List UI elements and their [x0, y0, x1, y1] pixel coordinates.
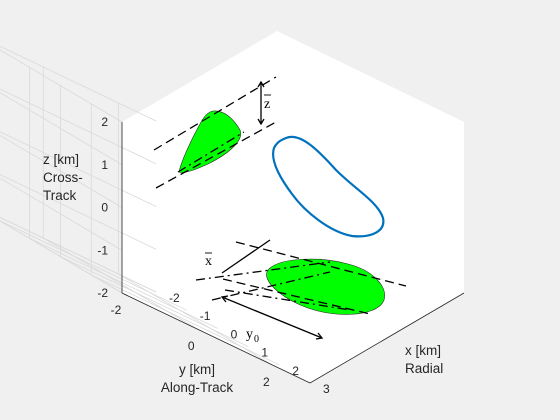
annotation-y0-subscript: 0: [254, 334, 259, 345]
annotation-zbar-label: z: [264, 97, 270, 112]
x-axis-label-line-0: x [km]: [405, 343, 441, 358]
z-tick-label-3: 1: [101, 158, 108, 172]
z-tick-label-1: -1: [97, 243, 108, 257]
annotation-xbar-label: x: [205, 254, 212, 269]
x-tick-label-2: 0: [231, 327, 238, 341]
x-tick-label-3: 1: [261, 346, 268, 360]
grid-wall-right-z-4: [0, 31, 156, 121]
annotation-y0-label: y: [246, 327, 253, 342]
y-tick-label-1: 0: [188, 339, 195, 353]
z-axis-label-line-0: z [km]: [43, 152, 79, 167]
z-tick-label-4: 2: [101, 115, 108, 129]
z-axis-label-line-2: Track: [43, 188, 76, 203]
x-axis-label: x [km] Radial: [405, 343, 443, 376]
y-axis-label: y [km] Along-Track: [161, 362, 234, 395]
x-tick-label-1: -1: [200, 309, 211, 323]
x-axis-label-line-1: Radial: [405, 361, 443, 376]
y-axis-label-line-0: y [km]: [179, 362, 215, 377]
z-axis-label: z [km] Cross- Track: [43, 152, 83, 203]
y-tick-label-0: -2: [111, 303, 122, 317]
annotation-xbar: x: [205, 253, 212, 269]
y-axis-label-line-1: Along-Track: [161, 380, 234, 395]
grid-wall-left-z-4: [0, 31, 122, 122]
z-axis-label-line-1: Cross-: [43, 170, 83, 185]
y-tick-label-2: 2: [263, 375, 270, 389]
annotation-zbar: z: [264, 95, 271, 112]
z-tick-label-0: -2: [97, 286, 108, 300]
x-tick-label-4: 2: [292, 364, 299, 378]
x-tick-label-0: -2: [169, 291, 180, 305]
x-tick-label-5: 3: [323, 382, 330, 396]
z-tick-label-2: 0: [101, 201, 108, 215]
